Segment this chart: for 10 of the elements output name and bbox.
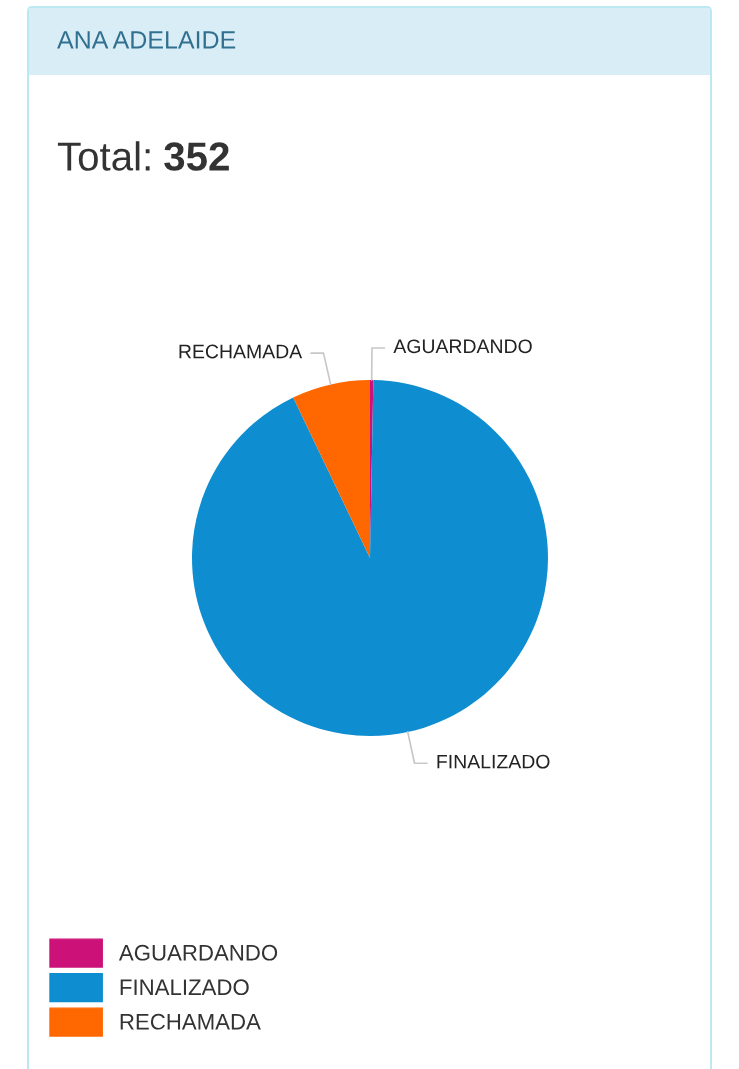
chart-title: ANA ADELAIDE (57, 31, 236, 49)
slice-label: RECHAMADA (179, 344, 303, 359)
chart-subtitle: Total: 352 (57, 141, 229, 171)
pie-slice (192, 380, 548, 736)
legend-label: AGUARDANDO (118, 944, 278, 961)
legend-label: FINALIZADO (120, 979, 249, 996)
slice-label: FINALIZADO (437, 754, 550, 769)
pie-slice (293, 380, 370, 558)
slice-label: AGUARDANDO (393, 339, 532, 354)
legend-label: RECHAMADA (120, 1013, 261, 1030)
